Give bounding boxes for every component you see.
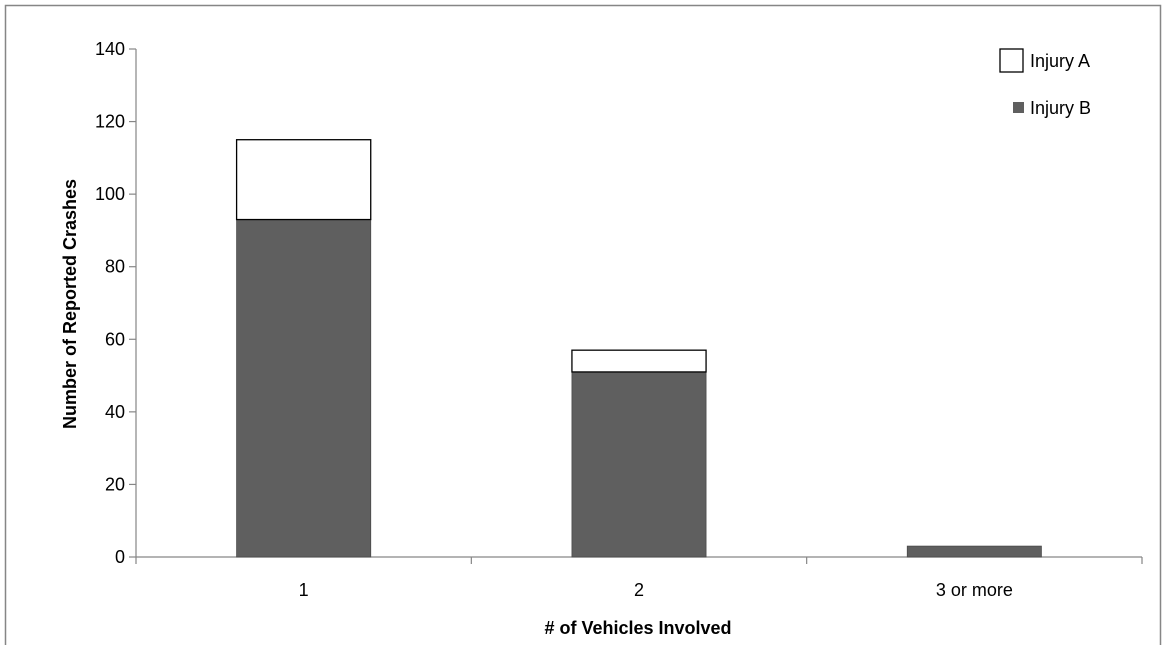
y-tick-label: 0 <box>115 547 125 567</box>
x-tick-label: 2 <box>634 580 644 600</box>
y-tick-label: 40 <box>105 402 125 422</box>
x-tick-label: 3 or more <box>936 580 1013 600</box>
bars <box>235 139 1042 558</box>
tick-labels: 0 20 40 60 80 100 120 140 1 2 3 or more <box>95 39 1013 600</box>
bar-injury-b <box>906 545 1042 558</box>
y-axis-title: Number of Reported Crashes <box>60 179 80 429</box>
y-tick-label: 20 <box>105 474 125 494</box>
legend-label: Injury A <box>1030 51 1090 71</box>
legend-swatch-injury-a <box>999 48 1024 73</box>
bar-injury-a <box>235 139 372 221</box>
bar-injury-b <box>571 371 707 558</box>
y-tick-label: 100 <box>95 184 125 204</box>
bar-injury-a <box>571 349 707 373</box>
legend-swatch-injury-b <box>1013 102 1024 113</box>
x-tick-label: 1 <box>299 580 309 600</box>
legend: Injury A Injury B <box>999 48 1091 118</box>
x-axis-title: # of Vehicles Involved <box>544 618 731 638</box>
y-tick-label: 120 <box>95 112 125 132</box>
bar-injury-b <box>236 219 372 558</box>
y-tick-label: 60 <box>105 329 125 349</box>
legend-label: Injury B <box>1030 98 1091 118</box>
y-tick-label: 80 <box>105 257 125 277</box>
y-tick-label: 140 <box>95 39 125 59</box>
chart-frame <box>4 4 1162 645</box>
